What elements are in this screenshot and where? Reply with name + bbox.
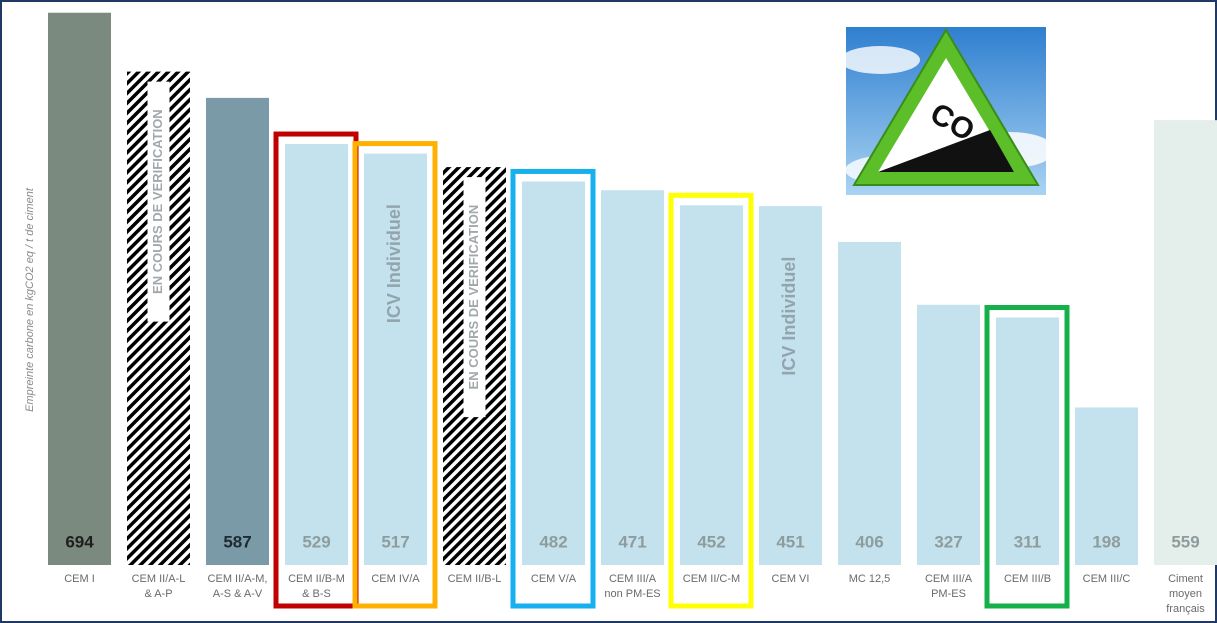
- value-label: 198: [1092, 532, 1120, 551]
- value-label: 311: [1014, 532, 1041, 551]
- bar: [285, 144, 348, 565]
- bar-note: ICV Individuel: [779, 257, 799, 376]
- bar: [522, 181, 585, 565]
- value-label: 587: [223, 532, 251, 551]
- bar: [1075, 407, 1138, 565]
- x-tick-label: CEM III/A: [925, 573, 973, 585]
- bar: [48, 12, 111, 565]
- highlight-box: [668, 192, 754, 609]
- x-tick-label: CEM III/C: [1083, 573, 1131, 585]
- x-tick-label: moyen: [1169, 588, 1202, 600]
- bar: [601, 190, 664, 566]
- value-label: 694: [65, 532, 94, 551]
- bar-note: ICV Individuel: [384, 204, 404, 323]
- bar-note: EN COURS DE VERIFICATION: [150, 109, 165, 294]
- x-tick-label: PM-ES: [931, 588, 966, 600]
- bar: [206, 97, 269, 565]
- bar: [917, 304, 980, 565]
- note-background: [147, 81, 170, 322]
- bar: [996, 317, 1059, 565]
- x-tick-label: CEM II/B-L: [448, 573, 502, 585]
- x-tick-label: MC 12,5: [849, 573, 891, 585]
- value-label: 482: [539, 532, 567, 551]
- bar: [680, 205, 743, 565]
- value-label: 406: [855, 532, 883, 551]
- x-tick-label: CEM II/A-M,: [208, 573, 268, 585]
- x-tick-label: CEM I: [64, 573, 95, 585]
- x-tick-label: CEM VI: [772, 573, 810, 585]
- x-tick-label: non PM-ES: [604, 588, 660, 600]
- bar: [759, 206, 822, 565]
- x-tick-label: CEM II/A-L: [132, 573, 186, 585]
- highlight-box: [510, 168, 596, 609]
- x-tick-label: CEM II/C-M: [683, 573, 740, 585]
- value-label: 517: [381, 532, 409, 551]
- x-tick-label: CEM II/B-M: [288, 573, 345, 585]
- x-tick-label: CEM V/A: [531, 573, 577, 585]
- value-label: 559: [1171, 532, 1199, 551]
- y-axis-label: Empreinte carbone en kgCO2 eq / t de cim…: [24, 187, 36, 412]
- x-tick-label: & B-S: [302, 588, 331, 600]
- value-label: 451: [776, 532, 804, 551]
- x-tick-label: CEM IV/A: [371, 573, 420, 585]
- bar: [1154, 120, 1217, 565]
- x-tick-label: Ciment: [1168, 573, 1203, 585]
- value-label: 452: [697, 532, 725, 551]
- value-label: 471: [618, 532, 646, 551]
- note-background: [463, 177, 486, 418]
- x-tick-label: A-S & A-V: [213, 588, 263, 600]
- value-label: 327: [934, 532, 962, 551]
- x-tick-label: & A-P: [144, 588, 172, 600]
- x-tick-label: français: [1166, 603, 1205, 615]
- bar-note: EN COURS DE VERIFICATION: [466, 205, 481, 390]
- co2-image: CO2: [840, 27, 1055, 195]
- highlight-box: [352, 141, 438, 609]
- bar: [838, 241, 901, 565]
- bar: [364, 153, 427, 565]
- highlight-box: [984, 305, 1070, 609]
- x-tick-label: CEM III/B: [1004, 573, 1051, 585]
- x-tick-label: CEM III/A: [609, 573, 657, 585]
- value-label: 529: [302, 532, 330, 551]
